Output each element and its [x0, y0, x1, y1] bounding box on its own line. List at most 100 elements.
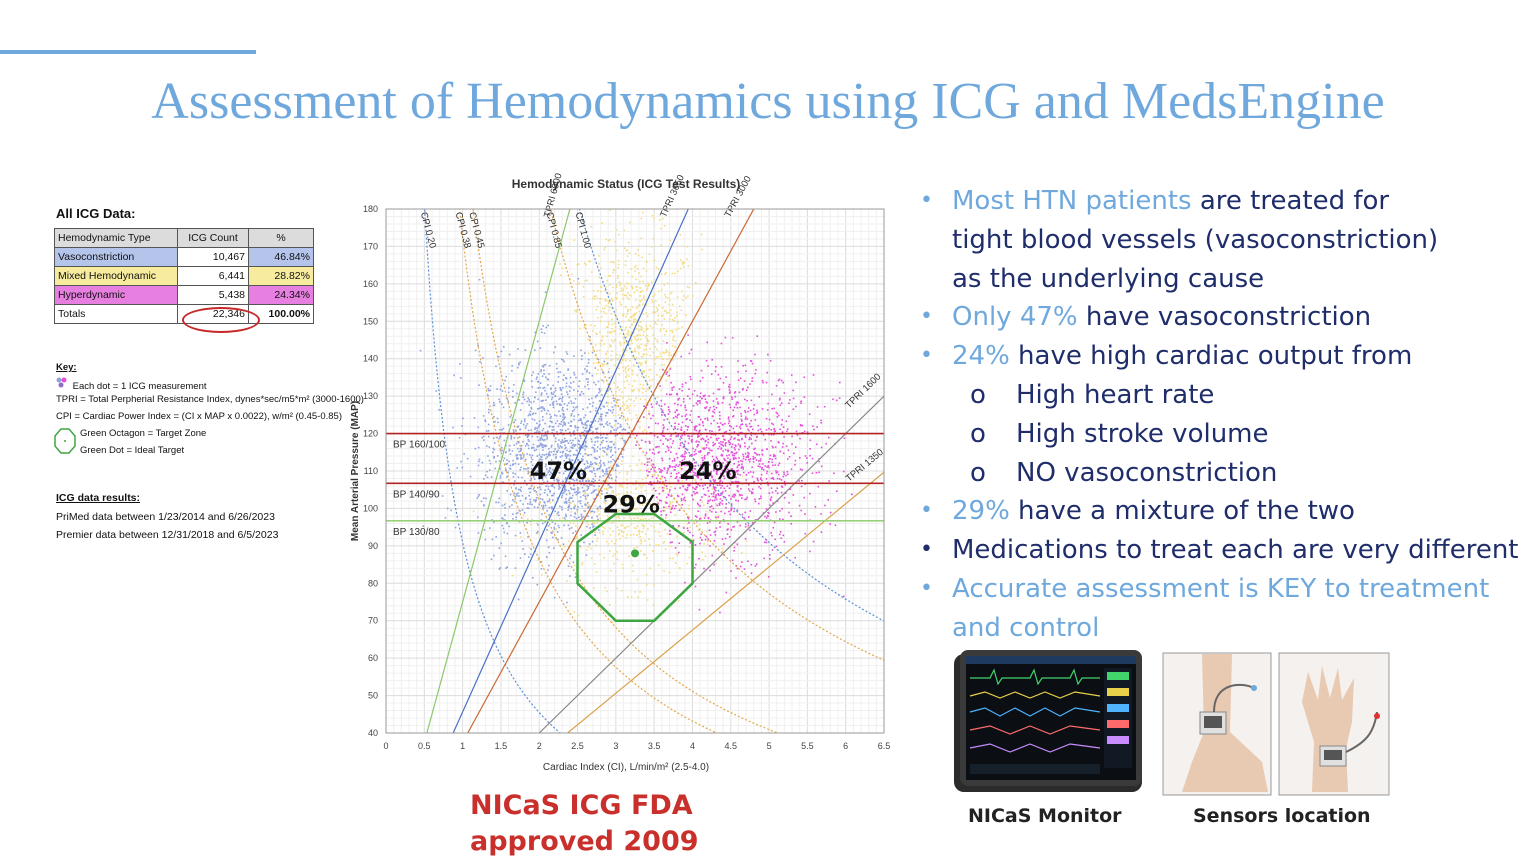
- data-point: [682, 525, 685, 528]
- data-point: [542, 449, 544, 451]
- data-point: [596, 333, 598, 336]
- bullet-item: • Medications to treat each are very diff…: [918, 531, 1528, 570]
- data-point: [582, 431, 584, 434]
- data-point: [550, 398, 553, 401]
- data-point: [567, 454, 569, 457]
- data-point: [683, 455, 685, 458]
- data-point: [508, 525, 510, 528]
- data-point: [531, 435, 534, 438]
- data-point: [760, 430, 763, 433]
- data-point: [820, 446, 823, 449]
- data-point: [627, 419, 629, 421]
- data-point: [734, 391, 737, 393]
- data-point: [730, 451, 733, 454]
- data-point: [556, 478, 558, 481]
- data-point: [512, 383, 515, 386]
- data-point: [592, 401, 594, 404]
- data-point: [619, 344, 622, 347]
- data-point: [508, 460, 511, 463]
- data-point: [663, 435, 666, 438]
- data-point: [694, 544, 697, 546]
- data-point: [609, 209, 612, 211]
- data-point: [671, 331, 674, 334]
- data-point: [656, 310, 659, 313]
- data-point: [500, 350, 503, 353]
- data-point: [622, 358, 625, 361]
- data-point: [687, 508, 690, 510]
- data-point: [697, 450, 700, 453]
- data-point: [623, 229, 625, 232]
- data-point: [747, 455, 749, 458]
- data-point: [679, 461, 681, 463]
- data-point: [745, 416, 747, 419]
- data-point: [570, 442, 573, 444]
- data-point: [771, 422, 773, 425]
- data-point: [542, 366, 545, 368]
- data-point: [603, 473, 606, 475]
- data-point: [597, 436, 600, 439]
- data-point: [734, 448, 736, 451]
- data-point: [770, 440, 772, 442]
- data-point: [609, 409, 612, 412]
- data-point: [569, 575, 571, 577]
- data-point: [509, 453, 512, 455]
- data-point: [573, 506, 575, 509]
- data-point: [710, 470, 712, 473]
- data-point: [644, 540, 646, 542]
- data-point: [681, 263, 684, 265]
- data-point: [592, 467, 595, 470]
- data-point: [665, 329, 668, 332]
- data-point: [600, 497, 602, 499]
- data-point: [669, 465, 671, 467]
- data-point: [542, 427, 545, 430]
- data-point: [704, 513, 707, 515]
- data-point: [720, 441, 722, 443]
- data-point: [640, 542, 642, 545]
- data-point: [590, 512, 592, 514]
- data-point: [800, 485, 803, 488]
- data-point: [559, 505, 561, 508]
- data-point: [592, 330, 594, 332]
- data-point: [611, 490, 613, 493]
- data-point: [544, 431, 547, 434]
- data-point: [553, 528, 556, 530]
- data-point: [575, 478, 578, 481]
- data-point: [727, 468, 729, 471]
- data-point: [674, 340, 677, 342]
- data-point: [628, 497, 630, 500]
- data-point: [639, 362, 641, 364]
- data-point: [484, 538, 487, 541]
- data-point: [778, 478, 781, 480]
- data-point: [564, 470, 567, 473]
- data-point: [759, 466, 761, 468]
- data-point: [682, 265, 685, 268]
- data-point: [666, 311, 668, 314]
- data-point: [687, 484, 690, 486]
- data-point: [671, 501, 674, 503]
- data-point: [554, 422, 557, 425]
- data-point: [590, 461, 592, 463]
- data-point: [579, 393, 582, 396]
- data-point: [662, 481, 665, 484]
- data-point: [581, 472, 583, 475]
- data-point: [640, 237, 642, 240]
- data-point: [634, 270, 636, 273]
- data-point: [640, 439, 643, 442]
- data-point: [697, 510, 700, 512]
- data-point: [668, 299, 671, 301]
- data-point: [754, 457, 756, 459]
- data-point: [601, 423, 603, 426]
- table-row: Hyperdynamic 5,438 24.34%: [54, 285, 314, 305]
- data-point: [614, 434, 617, 437]
- data-point: [614, 404, 616, 407]
- key-cpi-text: CPI = Cardiac Power Index = (CI x MAP x …: [56, 411, 342, 422]
- data-point: [756, 453, 759, 456]
- data-point: [718, 522, 721, 524]
- data-point: [715, 527, 718, 529]
- data-point: [489, 389, 492, 392]
- data-point: [700, 539, 703, 541]
- data-point: [750, 491, 753, 493]
- data-point: [747, 488, 750, 490]
- data-point: [501, 517, 504, 519]
- data-point: [660, 469, 662, 471]
